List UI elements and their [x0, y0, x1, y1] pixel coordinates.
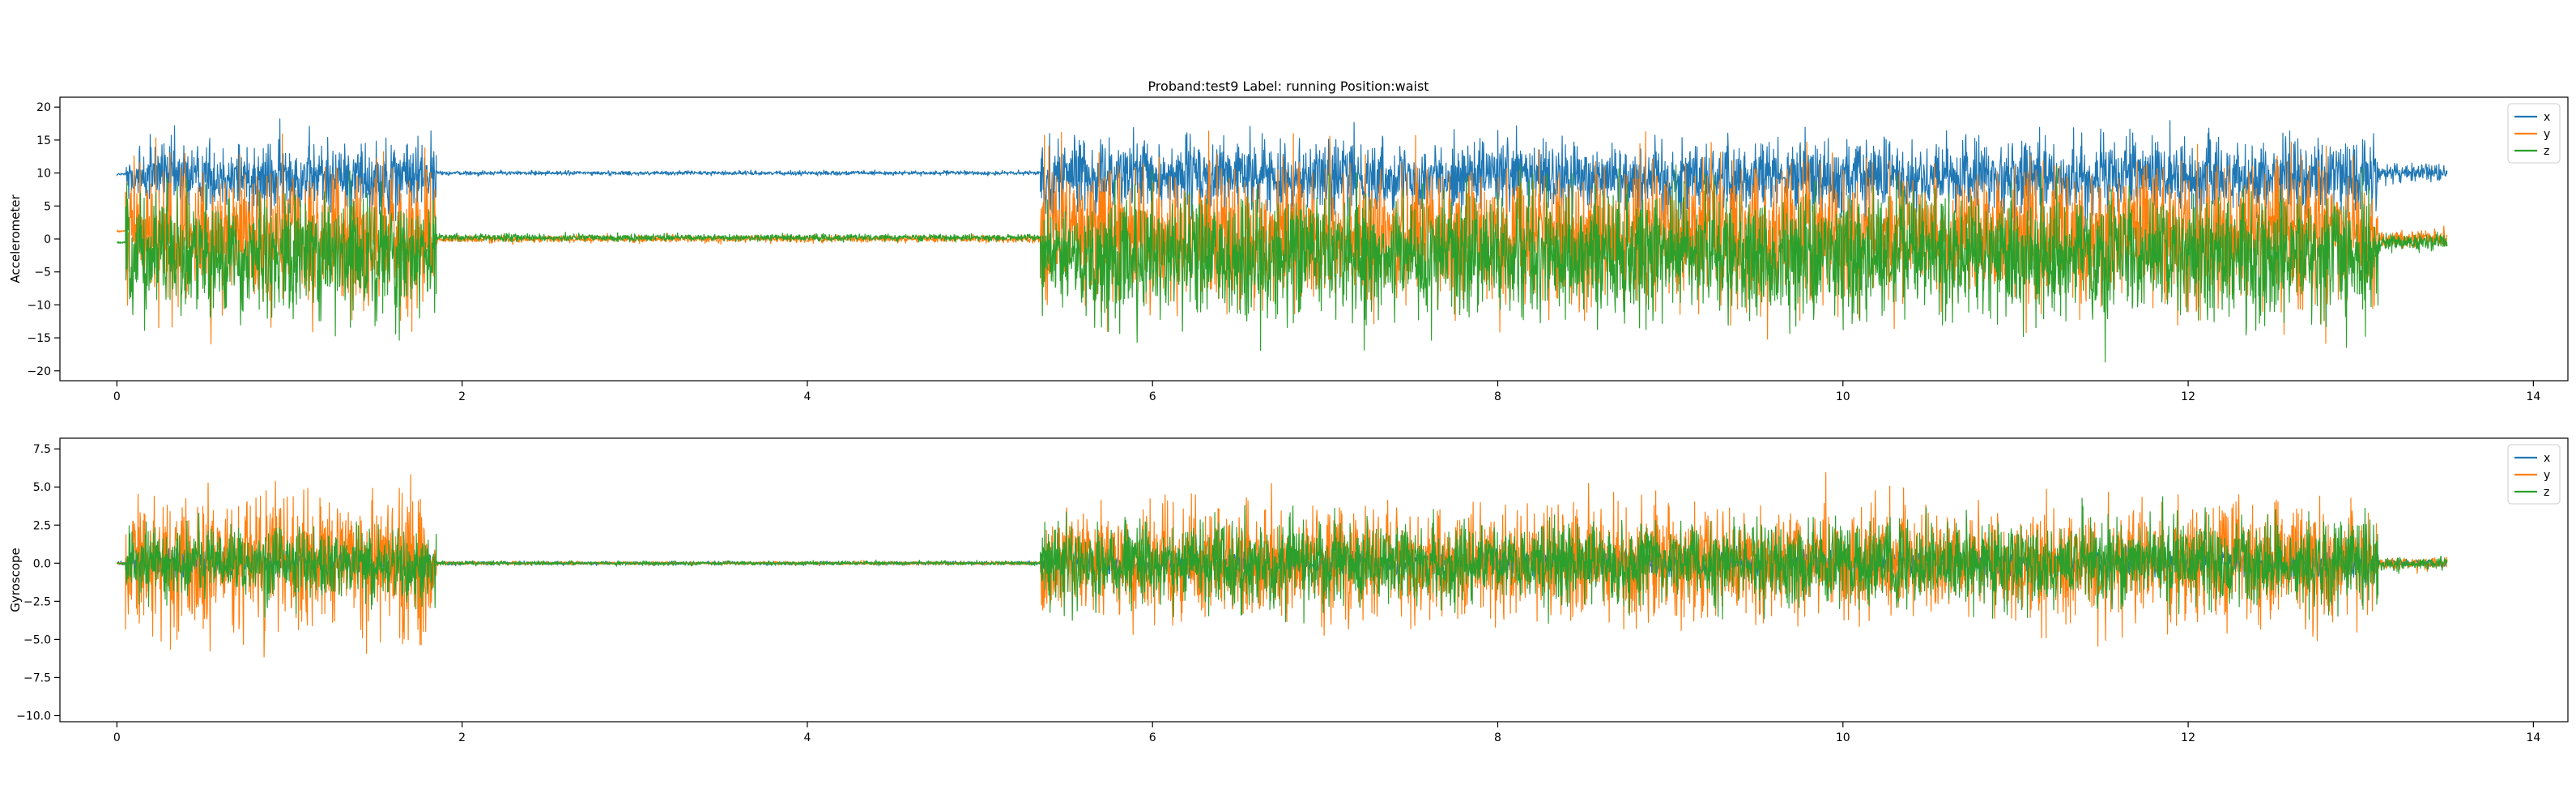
accelerometer-series-x	[116, 118, 2448, 238]
accelerometer-y-tick-label: 20	[36, 101, 51, 114]
gyroscope-x-tick-label: 6	[1149, 731, 1156, 744]
gyroscope-y-tick-label: −7.5	[23, 671, 51, 684]
accelerometer-x-tick-label: 8	[1494, 390, 1501, 403]
gyroscope-y-tick-label: −2.5	[23, 595, 51, 608]
gyroscope-y-axis-label: Gyroscope	[8, 548, 23, 612]
accelerometer-y-tick-label: 10	[36, 168, 51, 181]
gyroscope-legend-label-x: x	[2544, 452, 2550, 465]
gyroscope-y-tick-label: −5.0	[23, 633, 51, 646]
gyroscope-y-tick-label: 7.5	[33, 443, 51, 456]
accelerometer-legend-label-x: x	[2544, 111, 2550, 124]
gyroscope-x-tick-label: 12	[2181, 731, 2195, 744]
gyroscope-panel: 0 2 4 6 8 10 12 14 −10.0 −7.5 −5.0 −2.5 0.0 2.5 5.0 7.5…	[8, 437, 2569, 744]
accelerometer-x-tick-label: 14	[2526, 390, 2540, 403]
gyroscope-series-z	[116, 496, 2448, 625]
accelerometer-x-tick-label: 4	[803, 390, 811, 403]
gyroscope-legend: xyz	[2507, 444, 2561, 505]
gyroscope-axes-frame	[59, 437, 2569, 723]
gyroscope-y-tick-label: 5.0	[33, 481, 51, 494]
accelerometer-legend-label-y: y	[2544, 128, 2550, 141]
gyroscope-y-tick-label: 2.5	[33, 519, 51, 532]
gyroscope-legend-label-y: y	[2544, 469, 2550, 482]
gyroscope-y-tick-label: −10.0	[16, 710, 51, 723]
accelerometer-x-tick-label: 12	[2181, 390, 2195, 403]
gyroscope-x-tick-label: 14	[2526, 731, 2540, 744]
gyroscope-legend-label-z: z	[2544, 486, 2549, 499]
gyroscope-y-tick-label: 0.0	[33, 557, 51, 570]
gyroscope-x-tick-label: 8	[1494, 731, 1501, 744]
accelerometer-x-tick-label: 2	[458, 390, 466, 403]
accelerometer-y-tick-label: −20	[27, 365, 51, 378]
accelerometer-series-z	[117, 164, 2448, 363]
gyroscope-x-tick-label: 0	[113, 731, 121, 744]
accelerometer-x-tick-label: 6	[1149, 390, 1156, 403]
accelerometer-y-tick-label: −15	[27, 332, 51, 345]
accelerometer-y-tick-label: 5	[44, 200, 51, 213]
accelerometer-legend-label-z: z	[2544, 145, 2549, 158]
accelerometer-x-tick-label: 10	[1836, 390, 1850, 403]
accelerometer-x-tick-label: 0	[113, 390, 121, 403]
gyroscope-x-tick-label: 4	[803, 731, 811, 744]
accelerometer-y-axis-label: Accelerometer	[8, 194, 23, 284]
accelerometer-y-tick-label: 0	[44, 233, 51, 246]
gyroscope-x-tick-label: 10	[1836, 731, 1850, 744]
accelerometer-y-tick-label: −10	[27, 299, 51, 312]
chart-title: Proband:test9 Label: running Position:wa…	[1147, 79, 1429, 94]
accelerometer-y-tick-label: 15	[36, 134, 51, 147]
accelerometer-y-tick-label: −5	[34, 266, 51, 279]
accelerometer-legend: xyz	[2507, 103, 2561, 164]
accelerometer-panel: 0 2 4 6 8 10 12 14 −20 −15 −10 −5 0 5 10 15 20 Accelerome…	[8, 96, 2569, 403]
gyroscope-x-tick-label: 2	[458, 731, 466, 744]
